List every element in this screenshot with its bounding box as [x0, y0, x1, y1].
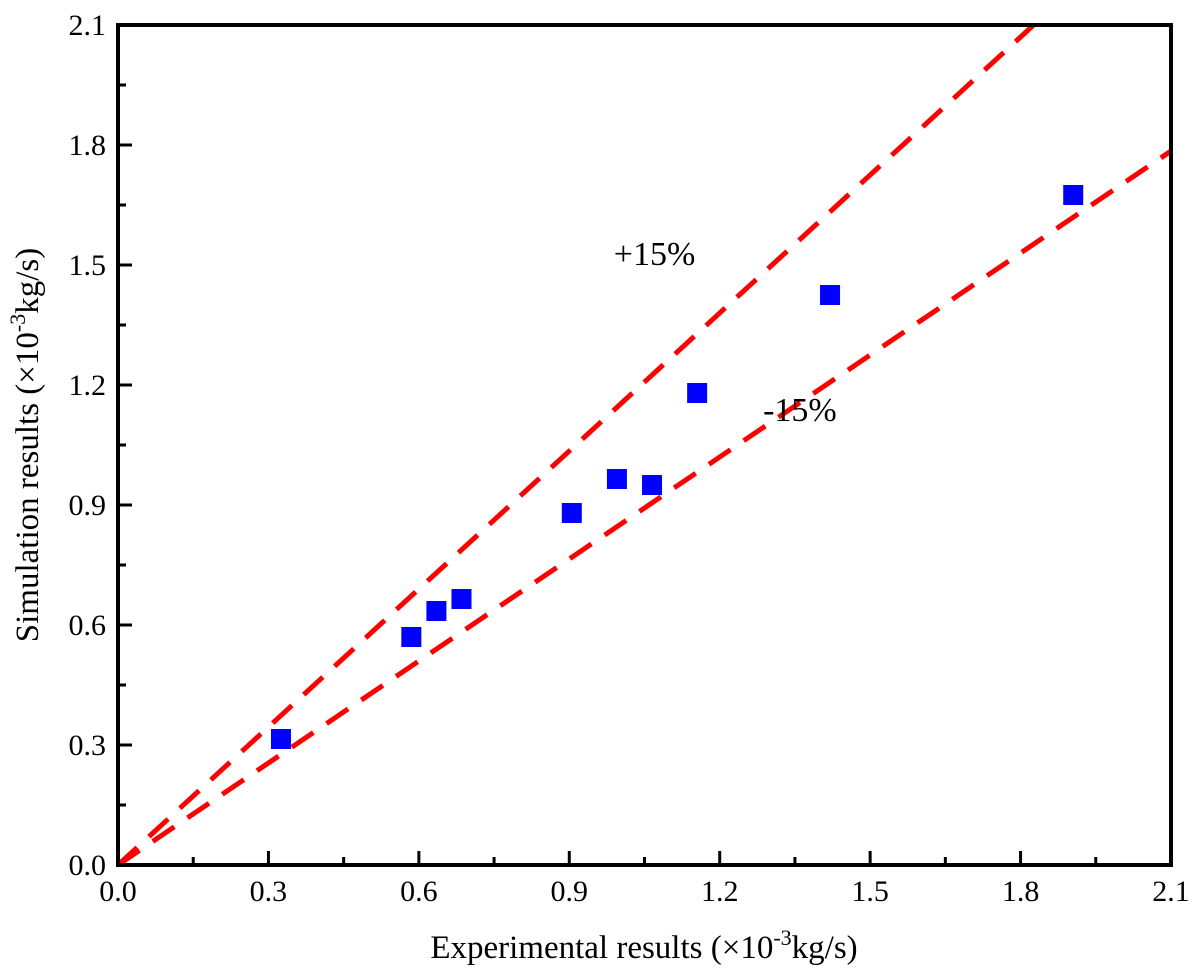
- y-axis: 0.0 0.3 0.6 0.9 1.2 1.5 1.8 2.1: [69, 9, 132, 882]
- x-tick-label: 0.9: [551, 875, 589, 908]
- data-point-5: [561, 503, 582, 523]
- data-point-6: [606, 469, 627, 489]
- data-point-7: [642, 475, 663, 495]
- x-tick-label: 0.3: [250, 875, 288, 908]
- y-axis-title-main: Simulation results (×10: [10, 332, 46, 642]
- x-tick-label: 0.0: [99, 875, 137, 908]
- x-axis-title-main: Experimental results (×10: [430, 930, 773, 966]
- y-tick-label: 0.0: [69, 849, 107, 882]
- y-tick-label: 1.2: [69, 369, 107, 402]
- reference-lines: [118, 25, 1171, 865]
- annotation-label-2: -15%: [763, 392, 837, 429]
- annotation-label-1: +15%: [614, 236, 696, 273]
- x-tick-label: 0.6: [400, 875, 438, 908]
- x-axis: 0.0 0.3 0.6 0.9 1.2 1.5 1.8 2.1: [99, 851, 1190, 908]
- data-point-3: [426, 601, 447, 621]
- y-tick-label: 0.9: [69, 489, 107, 522]
- x-axis-title-unit: kg/s): [792, 930, 858, 966]
- reference-line-2: [118, 148, 1171, 865]
- data-point-2: [401, 627, 422, 647]
- data-point-8: [687, 383, 708, 403]
- data-point-9: [820, 285, 841, 305]
- reference-line-1: [118, 25, 1038, 865]
- x-axis-title: Experimental results (×10-3kg/s): [430, 925, 857, 966]
- y-tick-label: 1.8: [69, 129, 107, 162]
- y-tick-label: 1.5: [69, 249, 107, 282]
- y-tick-label: 0.6: [69, 609, 107, 642]
- x-tick-label: 1.5: [851, 875, 889, 908]
- y-axis-title: Simulation results (×10-3kg/s): [5, 248, 46, 642]
- x-tick-label: 2.1: [1152, 875, 1190, 908]
- x-axis-title-superscript: -3: [773, 925, 791, 950]
- data-point-4: [451, 589, 472, 609]
- x-tick-label: 1.8: [1002, 875, 1040, 908]
- y-axis-title-superscript: -3: [5, 314, 30, 332]
- y-tick-label: 0.3: [69, 729, 107, 762]
- y-tick-label: 2.1: [69, 9, 107, 42]
- x-tick-label: 1.2: [701, 875, 739, 908]
- data-points: [270, 185, 1084, 749]
- y-axis-title-unit: kg/s): [10, 248, 46, 314]
- data-point-1: [270, 729, 291, 749]
- data-point-10: [1063, 185, 1084, 205]
- annotations: +15% -15%: [614, 236, 837, 429]
